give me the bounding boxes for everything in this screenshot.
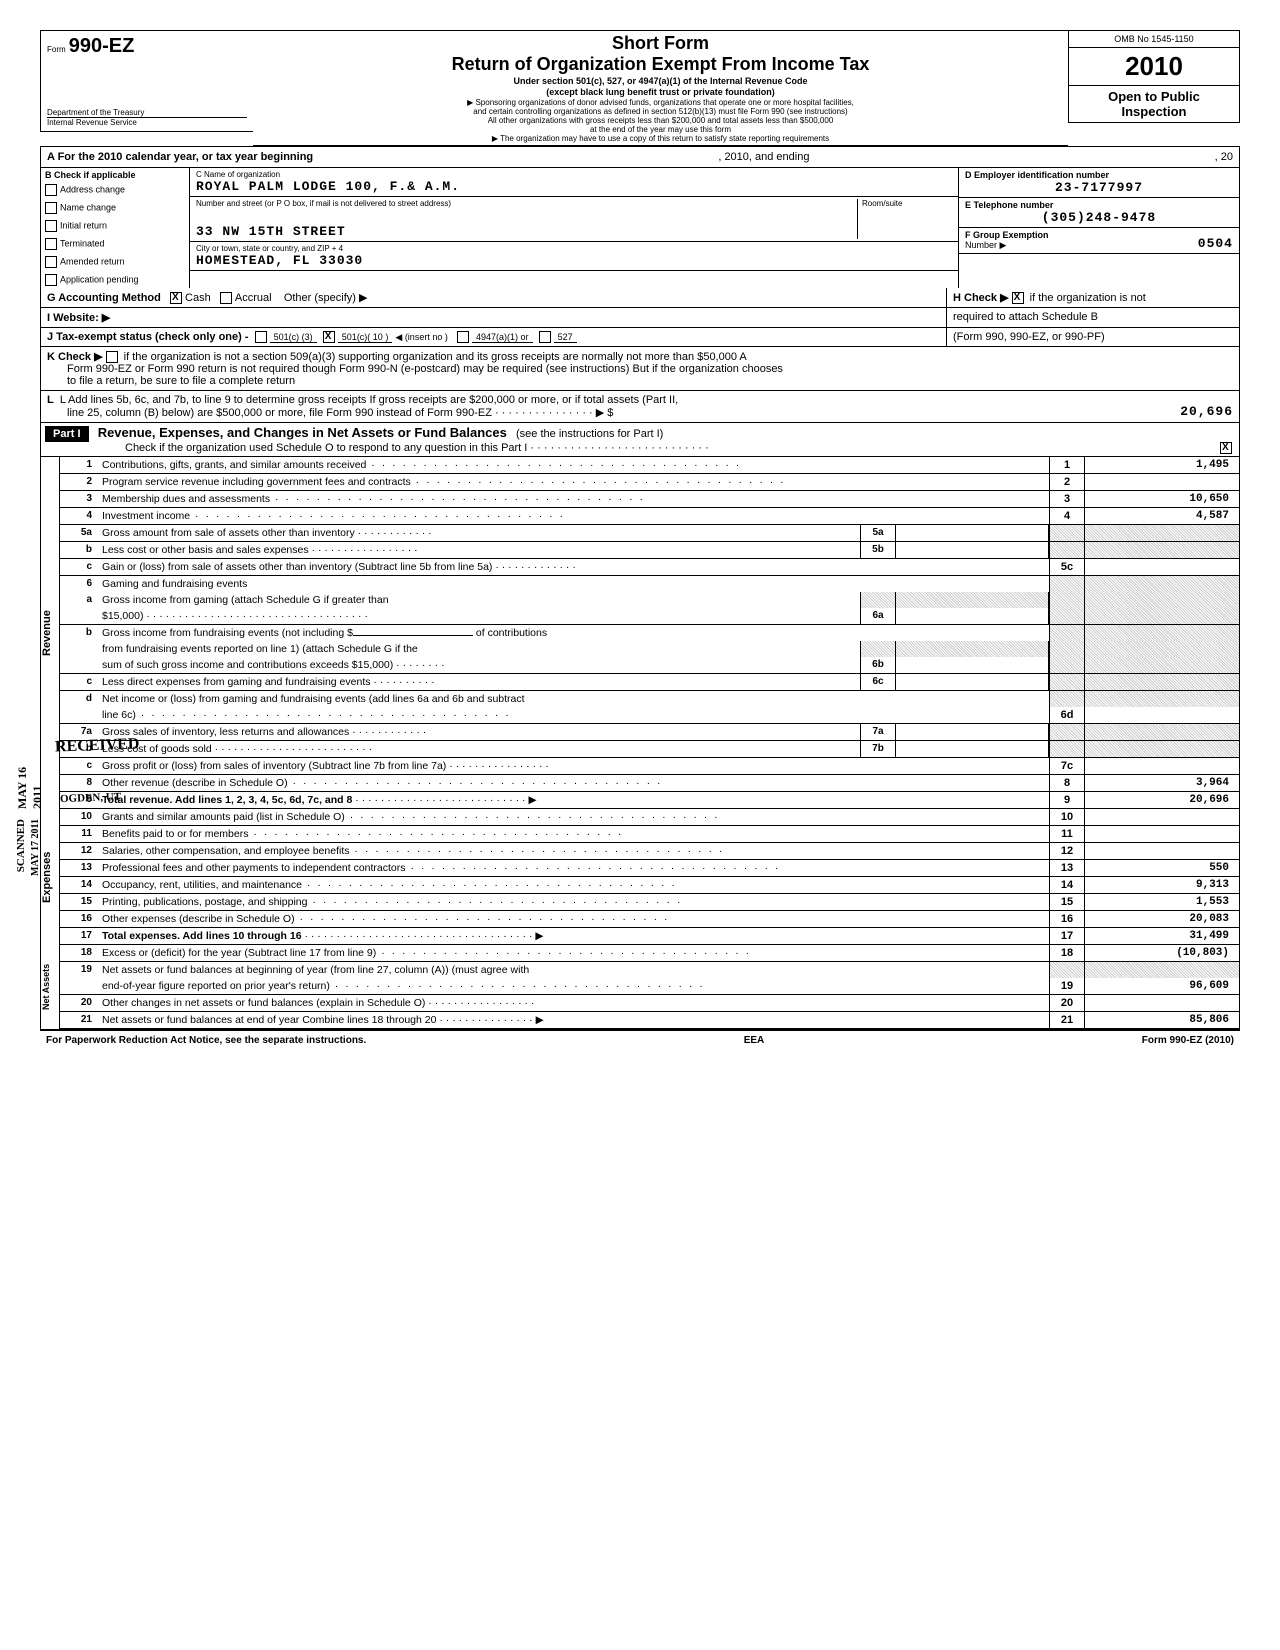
val-10 [1085, 809, 1239, 825]
val-4: 4,587 [1085, 508, 1239, 524]
chk-amended[interactable] [45, 256, 57, 268]
val-19: 96,609 [1085, 978, 1239, 994]
chk-527[interactable] [539, 331, 551, 343]
footer-mid: EEA [744, 1035, 765, 1046]
street: 33 NW 15TH STREET [196, 224, 857, 239]
val-21: 85,806 [1085, 1012, 1239, 1028]
val-13: 550 [1085, 860, 1239, 876]
c-label: C Name of organization [196, 170, 952, 179]
val-2 [1085, 474, 1239, 490]
city-label: City or town, state or country, and ZIP … [196, 244, 952, 253]
e-label: E Telephone number [965, 200, 1233, 210]
form-header: Form 990-EZ Department of the Treasury I… [40, 30, 1240, 146]
chk-accrual[interactable] [220, 292, 232, 304]
stamp-ogden: OGDEN, UT [60, 791, 122, 805]
phone: (305)248-9478 [965, 210, 1233, 225]
chk-part1[interactable] [1220, 442, 1232, 454]
addr-label: Number and street (or P O box, if mail i… [196, 199, 857, 208]
footer-left: For Paperwork Reduction Act Notice, see … [46, 1035, 366, 1046]
val-11 [1085, 826, 1239, 842]
chk-pending[interactable] [45, 274, 57, 286]
val-15: 1,553 [1085, 894, 1239, 910]
val-16: 20,083 [1085, 911, 1239, 927]
val-17: 31,499 [1085, 928, 1239, 944]
chk-address[interactable] [45, 184, 57, 196]
chk-terminated[interactable] [45, 238, 57, 250]
chk-501c3[interactable] [255, 331, 267, 343]
chk-initial[interactable] [45, 220, 57, 232]
stamp-scanned: SCANNED [15, 819, 27, 872]
line-l-value: 20,696 [1113, 404, 1233, 419]
dept-label: Department of the Treasury [47, 108, 247, 117]
line-k: K Check ▶ if the organization is not a s… [40, 347, 1240, 391]
line-g-h: G Accounting Method Cash Accrual Other (… [40, 288, 1240, 308]
chk-k[interactable] [106, 351, 118, 363]
chk-501cn[interactable] [323, 331, 335, 343]
footer-right: Form 990-EZ (2010) [1142, 1035, 1234, 1046]
form-prefix: Form [47, 45, 66, 54]
sub1: Under section 501(c), 527, or 4947(a)(1)… [263, 76, 1058, 86]
val-3: 10,650 [1085, 491, 1239, 507]
footer: For Paperwork Reduction Act Notice, see … [40, 1029, 1240, 1050]
stamp-received: RECEIVED [55, 736, 140, 757]
stamp-date2: MAY 17 2011 [30, 819, 41, 876]
org-name: ROYAL PALM LODGE 100, F.& A.M. [196, 179, 952, 194]
val-9: 20,696 [1085, 792, 1239, 808]
sub3: ▶ Sponsoring organizations of donor advi… [263, 98, 1058, 107]
line-j: J Tax-exempt status (check only one) - 5… [40, 328, 1240, 347]
val-8: 3,964 [1085, 775, 1239, 791]
sub6: at the end of the year may use this form [263, 125, 1058, 134]
chk-4947[interactable] [457, 331, 469, 343]
section-bcd: B Check if applicable Address change Nam… [40, 168, 1240, 288]
b-header: B Check if applicable [45, 170, 185, 180]
stamp-date1: MAY 16 2011 [15, 757, 45, 809]
group-num: 0504 [1049, 236, 1233, 251]
revenue-block: Revenue 1Contributions, gifts, grants, a… [40, 457, 1240, 809]
title-main: Return of Organization Exempt From Incom… [263, 54, 1058, 75]
line-l: L L Add lines 5b, 6c, and 7b, to line 9 … [40, 391, 1240, 423]
val-1: 1,495 [1085, 457, 1239, 473]
title-short: Short Form [263, 33, 1058, 54]
chk-name[interactable] [45, 202, 57, 214]
part1-header: Part I Revenue, Expenses, and Changes in… [40, 423, 1240, 457]
tax-year: 2010 [1069, 48, 1239, 86]
omb-number: OMB No 1545-1150 [1069, 31, 1239, 48]
net-assets-block: Net Assets 18Excess or (deficit) for the… [40, 945, 1240, 1029]
line-i: I Website: ▶ required to attach Schedule… [40, 308, 1240, 328]
val-20 [1085, 995, 1239, 1011]
sub4: and certain controlling organizations as… [263, 107, 1058, 116]
chk-h[interactable] [1012, 292, 1024, 304]
expenses-block: Expenses 10Grants and similar amounts pa… [40, 809, 1240, 945]
line-a: A For the 2010 calendar year, or tax yea… [40, 146, 1240, 168]
chk-cash[interactable] [170, 292, 182, 304]
val-14: 9,313 [1085, 877, 1239, 893]
inspection: Inspection [1075, 104, 1233, 119]
val-12 [1085, 843, 1239, 859]
irs-label: Internal Revenue Service [47, 117, 247, 127]
f-num-label: Number ▶ [965, 240, 1049, 251]
d-label: D Employer identification number [965, 170, 1233, 180]
form-number: 990-EZ [69, 35, 135, 57]
ein: 23-7177997 [965, 180, 1233, 195]
sub7: ▶ The organization may have to use a cop… [263, 134, 1058, 143]
room-label: Room/suite [862, 199, 952, 208]
f-label: F Group Exemption [965, 230, 1049, 240]
open-public: Open to Public [1075, 89, 1233, 104]
sub5: All other organizations with gross recei… [263, 116, 1058, 125]
sub2: (except black lung benefit trust or priv… [263, 87, 1058, 97]
city: HOMESTEAD, FL 33030 [196, 253, 952, 268]
val-18: (10,803) [1085, 945, 1239, 961]
